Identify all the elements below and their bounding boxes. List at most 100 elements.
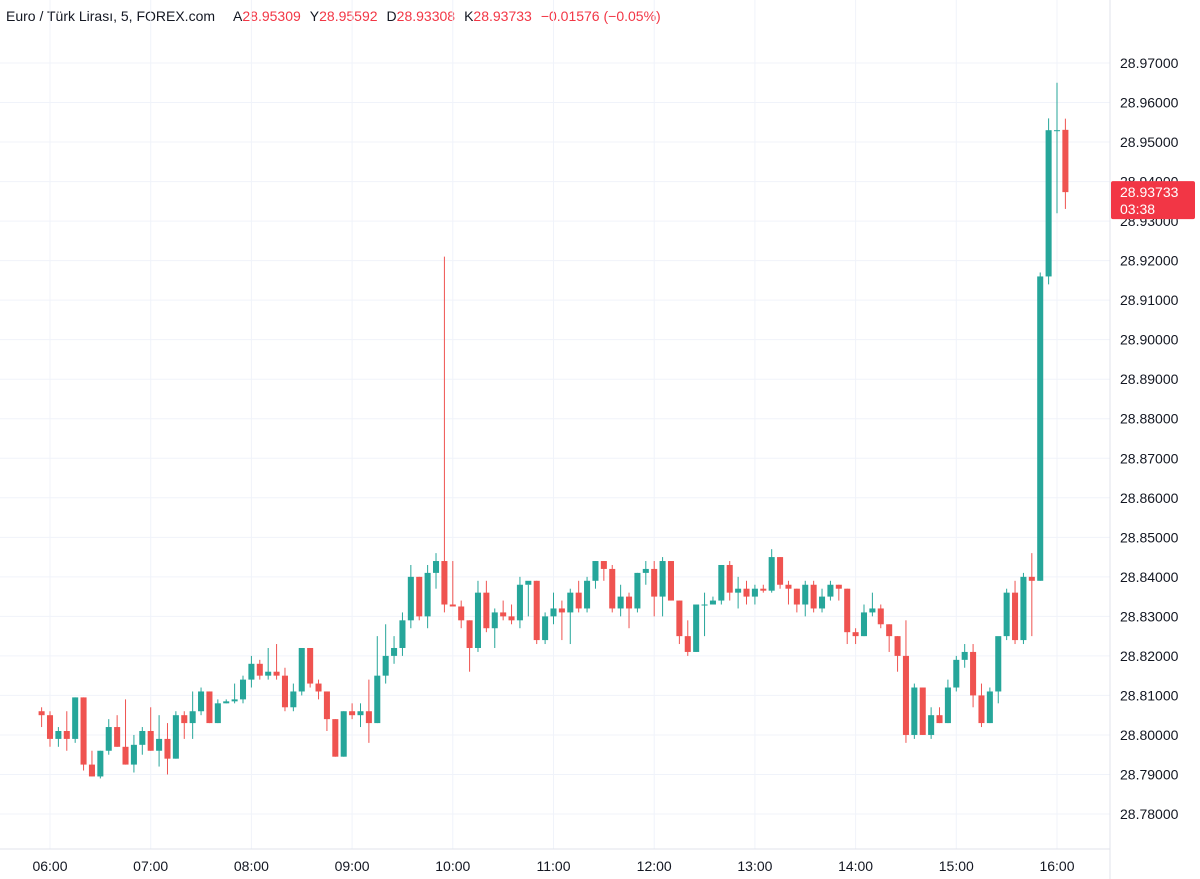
candle[interactable] — [357, 703, 364, 728]
candle[interactable] — [231, 683, 238, 704]
candle[interactable] — [1053, 82, 1061, 214]
candle[interactable] — [852, 628, 859, 645]
candle[interactable] — [298, 647, 305, 696]
candle[interactable] — [827, 580, 834, 601]
candle[interactable] — [416, 576, 423, 621]
candle[interactable] — [902, 620, 909, 743]
candle[interactable] — [214, 699, 221, 724]
candle[interactable] — [248, 655, 255, 688]
candle[interactable] — [147, 707, 154, 751]
candle[interactable] — [189, 691, 196, 739]
candle[interactable] — [1028, 553, 1035, 637]
candle[interactable] — [1045, 118, 1052, 285]
candle[interactable] — [424, 564, 431, 629]
candle[interactable] — [340, 711, 347, 757]
candle[interactable] — [810, 580, 817, 613]
candle[interactable] — [584, 576, 591, 613]
candle[interactable] — [592, 561, 599, 589]
candle[interactable] — [88, 750, 95, 777]
candle[interactable] — [542, 612, 549, 645]
candle[interactable] — [525, 580, 532, 617]
candle[interactable] — [659, 557, 666, 617]
candle[interactable] — [693, 604, 700, 652]
candle[interactable] — [38, 707, 45, 728]
price-axis[interactable]: 28.9700028.9600028.9500028.9400028.93000… — [1120, 55, 1179, 822]
candle[interactable] — [508, 604, 515, 625]
candle[interactable] — [206, 691, 213, 724]
candle[interactable] — [953, 655, 960, 692]
candle[interactable] — [886, 624, 893, 652]
candle[interactable] — [265, 647, 272, 680]
candle[interactable] — [684, 620, 691, 656]
candle[interactable] — [500, 600, 507, 621]
candle[interactable] — [986, 687, 993, 724]
candle[interactable] — [676, 600, 683, 645]
candle[interactable] — [139, 727, 146, 755]
candle[interactable] — [80, 697, 87, 771]
candle[interactable] — [835, 584, 842, 601]
candle[interactable] — [793, 588, 800, 613]
candle[interactable] — [172, 711, 179, 759]
candle[interactable] — [281, 667, 288, 712]
candle[interactable] — [1012, 580, 1019, 645]
candle[interactable] — [458, 600, 465, 629]
candle[interactable] — [407, 564, 414, 629]
candle[interactable] — [365, 679, 372, 743]
candle[interactable] — [122, 699, 129, 765]
candle[interactable] — [802, 580, 809, 617]
candle[interactable] — [944, 679, 951, 724]
candle[interactable] — [877, 604, 884, 629]
candle[interactable] — [777, 557, 784, 589]
candle[interactable] — [844, 588, 851, 645]
candle[interactable] — [819, 588, 826, 613]
candle[interactable] — [491, 608, 498, 648]
candle[interactable] — [642, 561, 649, 585]
candle[interactable] — [114, 715, 121, 747]
candle[interactable] — [701, 592, 708, 637]
candle[interactable] — [474, 580, 481, 652]
candle[interactable] — [46, 711, 54, 747]
candle[interactable] — [970, 644, 977, 708]
candle[interactable] — [760, 584, 767, 593]
candle[interactable] — [432, 553, 440, 589]
candle[interactable] — [164, 723, 171, 775]
candle[interactable] — [307, 647, 314, 688]
candle[interactable] — [441, 256, 448, 613]
candle[interactable] — [600, 561, 607, 581]
candle[interactable] — [860, 604, 868, 637]
candle[interactable] — [550, 592, 557, 625]
candle[interactable] — [978, 683, 985, 728]
candle[interactable] — [72, 697, 79, 743]
candle[interactable] — [374, 636, 381, 724]
candle[interactable] — [391, 636, 398, 664]
candle[interactable] — [105, 719, 112, 755]
candle[interactable] — [919, 687, 926, 735]
candle[interactable] — [894, 636, 901, 672]
time-axis[interactable]: 06:00 07:00 08:00 09:00 10:00 11:00 12:00 13:00… — [32, 858, 1074, 874]
candle[interactable] — [928, 707, 935, 739]
candle[interactable] — [961, 644, 968, 668]
candle[interactable] — [617, 584, 624, 617]
candle[interactable] — [516, 576, 523, 629]
candle[interactable] — [785, 580, 792, 605]
candle[interactable] — [567, 588, 574, 645]
candle[interactable] — [315, 679, 322, 700]
candle[interactable] — [382, 624, 389, 684]
candle[interactable] — [273, 644, 280, 680]
candle[interactable] — [349, 703, 356, 720]
candle[interactable] — [743, 580, 750, 605]
candle[interactable] — [768, 549, 775, 593]
candle[interactable] — [626, 592, 633, 629]
symbol-title[interactable]: Euro / Türk Lirası, 5, FOREX.com — [6, 8, 216, 24]
candle[interactable] — [399, 612, 406, 656]
candle[interactable] — [533, 580, 540, 645]
candle[interactable] — [181, 711, 188, 739]
candle[interactable] — [911, 683, 918, 739]
candle[interactable] — [97, 750, 104, 779]
candle[interactable] — [651, 561, 658, 617]
candle[interactable] — [575, 580, 582, 613]
candle[interactable] — [256, 659, 263, 680]
candle[interactable] — [718, 564, 725, 605]
candle[interactable] — [323, 691, 330, 731]
